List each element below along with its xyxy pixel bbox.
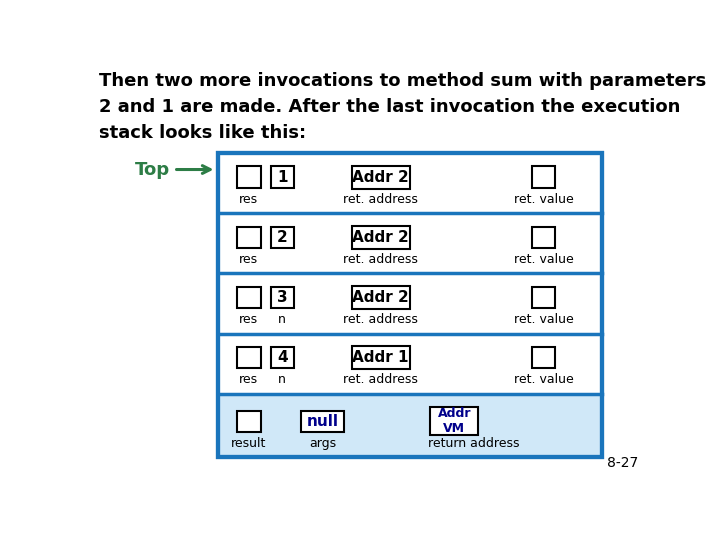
Bar [532, 287, 555, 308]
Bar [532, 226, 555, 248]
Text: ret. address: ret. address [343, 193, 418, 206]
Bar [431, 408, 478, 435]
Text: res: res [239, 193, 258, 206]
Text: args: args [309, 437, 336, 450]
Bar [238, 226, 261, 248]
Text: res: res [239, 313, 258, 326]
Text: ret. value: ret. value [513, 313, 573, 326]
Text: Top: Top [135, 160, 170, 179]
Bar [238, 166, 261, 188]
Bar [351, 346, 410, 369]
Text: ret. value: ret. value [513, 373, 573, 386]
Bar [532, 347, 555, 368]
Bar [271, 287, 294, 308]
Text: 8-27: 8-27 [608, 456, 639, 470]
Text: res: res [239, 253, 258, 266]
Text: n: n [278, 313, 286, 326]
Bar [271, 226, 294, 248]
Text: n: n [278, 373, 286, 386]
Bar [351, 226, 410, 249]
Bar [532, 166, 555, 188]
Text: Addr
VM: Addr VM [438, 407, 471, 435]
Text: null: null [307, 414, 338, 429]
Text: Then two more invocations to method sum with parameters
2 and 1 are made. After : Then two more invocations to method sum … [99, 72, 706, 142]
Text: ret. address: ret. address [343, 253, 418, 266]
Bar [218, 153, 601, 457]
Bar [351, 286, 410, 309]
Bar [218, 153, 601, 457]
Text: 4: 4 [277, 350, 287, 365]
Text: Addr 2: Addr 2 [352, 170, 409, 185]
Text: ret. value: ret. value [513, 193, 573, 206]
Bar [218, 394, 601, 457]
Bar [301, 410, 344, 432]
Text: Addr 2: Addr 2 [352, 290, 409, 305]
Bar [238, 287, 261, 308]
Text: 1: 1 [277, 170, 287, 185]
Text: Addr 2: Addr 2 [352, 230, 409, 245]
Bar [271, 166, 294, 188]
Bar [238, 347, 261, 368]
Text: 3: 3 [277, 290, 287, 305]
Text: ret. address: ret. address [343, 373, 418, 386]
Bar [238, 410, 261, 432]
Bar [351, 166, 410, 189]
Text: result: result [231, 437, 266, 450]
Text: res: res [239, 373, 258, 386]
Text: 2: 2 [276, 230, 287, 245]
Text: Addr 1: Addr 1 [352, 350, 409, 365]
Bar [271, 347, 294, 368]
Text: ret. value: ret. value [513, 253, 573, 266]
Text: return address: return address [428, 437, 519, 450]
Text: ret. address: ret. address [343, 313, 418, 326]
